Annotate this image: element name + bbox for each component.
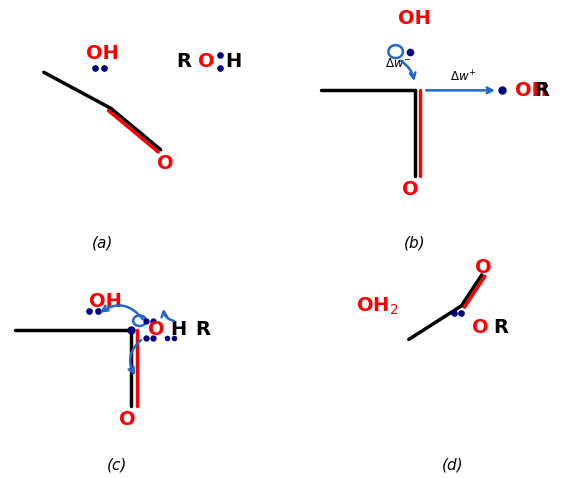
Text: O: O — [402, 180, 419, 199]
Text: OH: OH — [398, 9, 431, 28]
Text: R: R — [493, 318, 508, 337]
Text: O: O — [472, 318, 489, 337]
Text: O: O — [197, 53, 214, 71]
Text: H: H — [225, 53, 242, 71]
Text: O: O — [119, 410, 135, 429]
Text: O: O — [148, 320, 165, 339]
Text: R: R — [196, 320, 210, 339]
Text: (b): (b) — [404, 235, 426, 250]
Text: $\Delta w^{+}$: $\Delta w^{+}$ — [450, 70, 476, 85]
Text: (c): (c) — [107, 457, 127, 472]
Text: R: R — [534, 81, 549, 100]
Text: O: O — [475, 258, 492, 277]
Text: OH$_2$: OH$_2$ — [356, 295, 398, 316]
Text: OH: OH — [86, 44, 119, 63]
Text: R: R — [176, 53, 192, 71]
Text: (a): (a) — [92, 235, 113, 250]
Text: O: O — [157, 154, 173, 174]
Text: H: H — [170, 320, 186, 339]
Text: (d): (d) — [442, 457, 464, 472]
Text: OH: OH — [515, 81, 548, 100]
Text: OH: OH — [89, 292, 122, 311]
Text: $\Delta w^{-}$: $\Delta w^{-}$ — [385, 57, 412, 70]
